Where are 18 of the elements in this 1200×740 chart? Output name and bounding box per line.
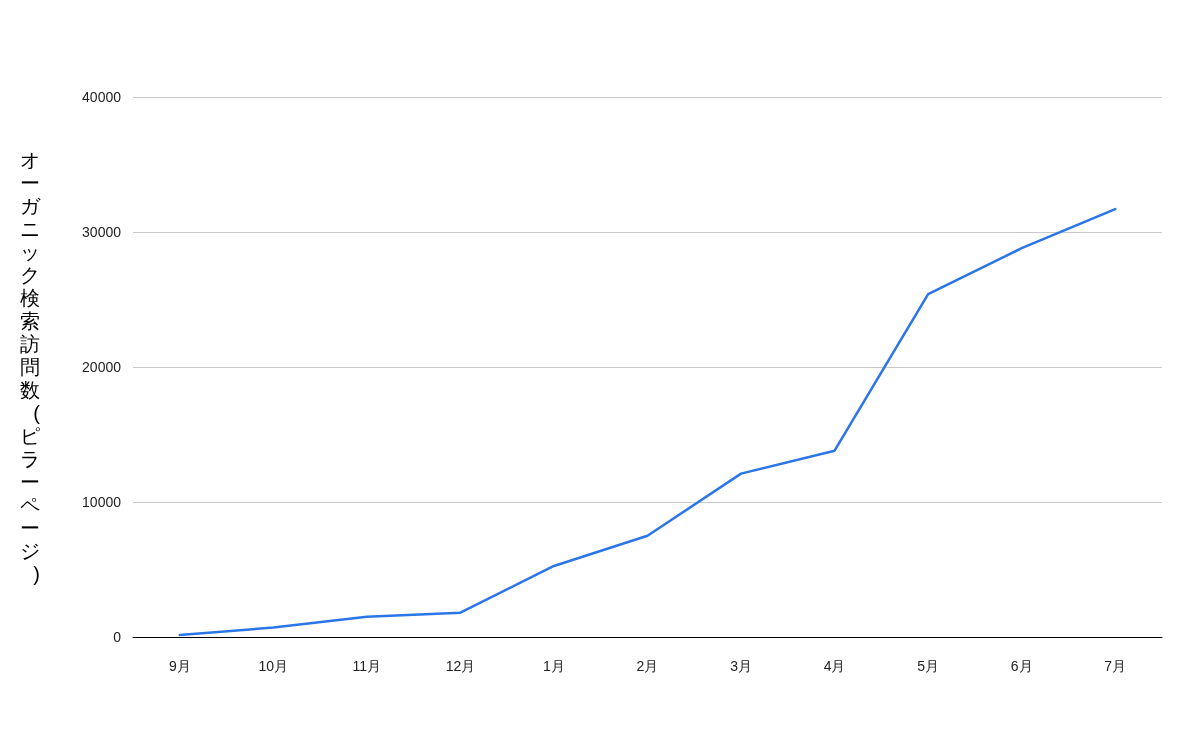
y-tick-label: 10000 bbox=[82, 494, 122, 510]
y-tick-label: 40000 bbox=[82, 89, 122, 105]
x-tick-label: 3月 bbox=[730, 658, 752, 674]
x-tick-label: 10月 bbox=[258, 658, 289, 674]
x-tick-label: 1月 bbox=[543, 658, 565, 674]
text: オーガニック検索訪問数(ピラーページ) bbox=[20, 149, 40, 585]
y-tick-label: 30000 bbox=[82, 224, 122, 240]
x-tick-label: 11月 bbox=[352, 658, 382, 674]
x-tick-label: 9月 bbox=[168, 658, 191, 674]
y-tick-label: 20000 bbox=[82, 359, 122, 375]
line-series bbox=[178, 207, 1117, 637]
y-tick-label: 0 bbox=[113, 629, 122, 645]
x-tick-label: 4月 bbox=[823, 658, 846, 674]
x-tick-label: 12月 bbox=[445, 658, 476, 674]
x-tick-label: 5月 bbox=[917, 658, 940, 674]
x-tick-label: 2月 bbox=[636, 658, 659, 674]
x-tick-label: 7月 bbox=[1104, 658, 1127, 674]
x-tick-label: 6月 bbox=[1010, 658, 1033, 674]
